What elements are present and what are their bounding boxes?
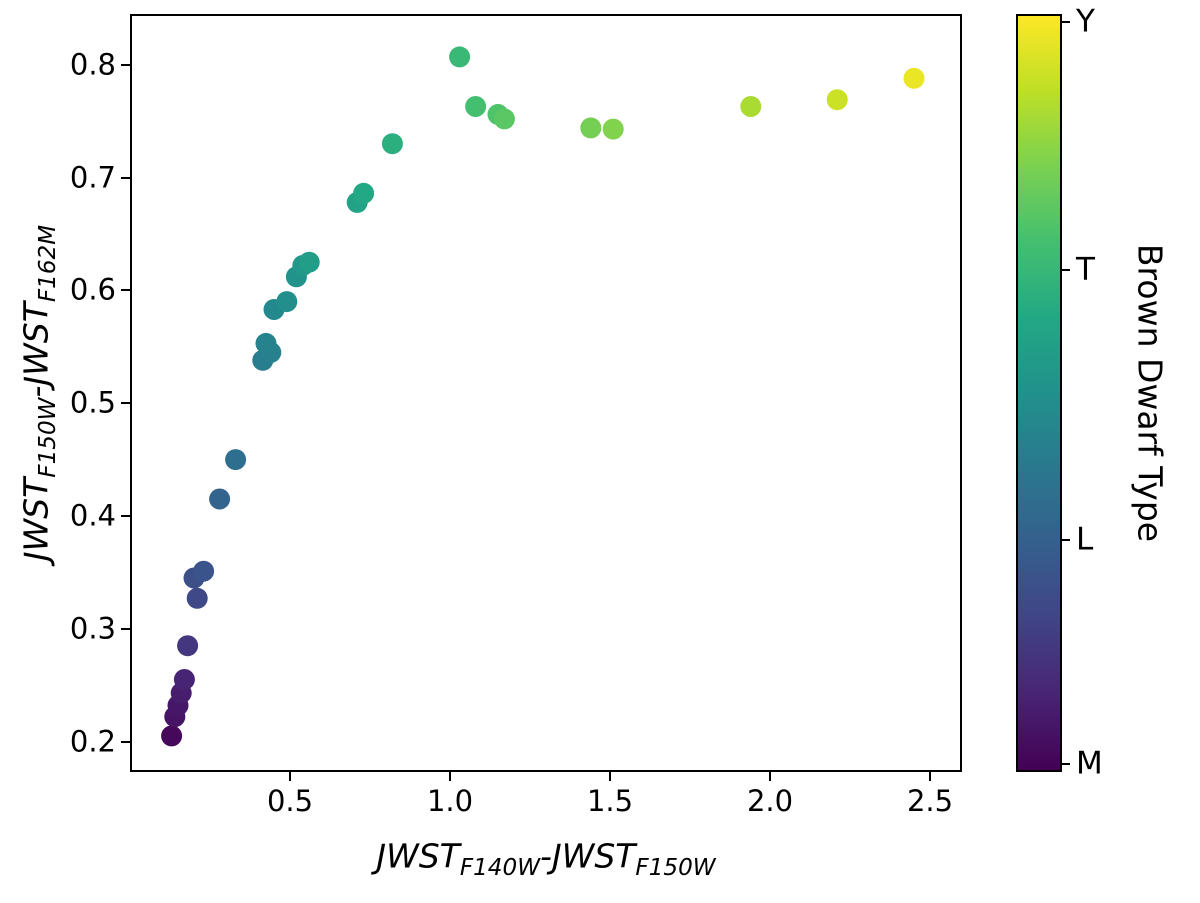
y-label-word2: JWST xyxy=(16,302,56,386)
y-tick-mark xyxy=(121,402,130,405)
scatter-point xyxy=(493,108,515,130)
y-tick-label: 0.7 xyxy=(69,160,116,195)
colorbar-tick-label: L xyxy=(1076,521,1094,558)
x-tick-mark xyxy=(929,772,931,781)
scatter-point xyxy=(177,635,199,657)
x-tick-label: 2.0 xyxy=(746,784,794,818)
scatter-point xyxy=(193,560,215,582)
plot-area xyxy=(130,14,962,772)
scatter-point xyxy=(449,46,471,68)
colorbar-label: Brown Dwarf Type xyxy=(1130,243,1170,543)
y-tick-mark xyxy=(121,289,130,292)
colorbar-tick-mark xyxy=(1062,539,1070,542)
x-tick-label: 1.5 xyxy=(586,784,634,818)
y-label-word1: JWST xyxy=(16,477,56,562)
x-label-sub1: F140W xyxy=(459,855,541,882)
x-tick-label: 1.0 xyxy=(426,784,474,818)
scatter-point xyxy=(381,133,403,155)
y-axis-label: JWSTF150W-JWSTF162M xyxy=(16,225,62,562)
x-tick-label: 0.5 xyxy=(266,784,314,818)
y-tick-label: 0.6 xyxy=(69,272,116,307)
x-label-word1: JWST xyxy=(376,836,460,876)
y-label-sub1: F150W xyxy=(35,397,62,478)
scatter-point xyxy=(255,332,277,354)
scatter-point xyxy=(186,587,208,609)
x-label-dash: - xyxy=(540,836,552,876)
x-label-word2: JWST xyxy=(551,836,636,876)
scatter-point xyxy=(353,182,375,204)
y-tick-mark xyxy=(121,740,130,743)
scatter-point xyxy=(602,118,624,140)
x-tick-mark xyxy=(609,772,611,781)
y-tick-mark xyxy=(121,63,130,66)
scatter-point xyxy=(173,669,195,690)
y-tick-label: 0.2 xyxy=(69,724,116,759)
x-axis-label: JWSTF140W-JWSTF150W xyxy=(376,836,715,880)
y-tick-mark xyxy=(121,627,130,630)
colorbar-tick-mark xyxy=(1062,20,1070,23)
scatter-point xyxy=(740,96,762,117)
scatter-point xyxy=(276,291,298,313)
y-tick-label: 0.3 xyxy=(69,611,116,646)
scatter-point xyxy=(209,488,231,510)
y-label-dash: - xyxy=(16,385,56,398)
scatter-point xyxy=(225,449,247,471)
colorbar-tick-label: M xyxy=(1076,745,1103,782)
y-tick-mark xyxy=(121,514,130,517)
x-label-sub2: F150W xyxy=(635,855,716,882)
scatter-point xyxy=(580,117,602,139)
colorbar-tick-mark xyxy=(1062,763,1070,766)
scatter-point xyxy=(903,67,925,89)
y-tick-label: 0.4 xyxy=(69,498,116,533)
x-tick-mark xyxy=(289,772,291,781)
colorbar xyxy=(1016,14,1062,772)
scatter-point xyxy=(161,725,183,747)
colorbar-tick-mark xyxy=(1062,269,1070,272)
x-tick-mark xyxy=(769,772,771,781)
y-tick-mark xyxy=(121,176,130,179)
x-tick-mark xyxy=(449,772,451,781)
x-tick-label: 2.5 xyxy=(906,784,954,818)
colorbar-tick-label: T xyxy=(1076,251,1095,288)
colorbar-tick-label: Y xyxy=(1076,3,1095,40)
y-tick-label: 0.8 xyxy=(69,47,116,82)
y-tick-label: 0.5 xyxy=(69,385,116,420)
scatter-point xyxy=(298,251,320,273)
scatter-point xyxy=(826,89,848,111)
scatter-points xyxy=(161,46,925,747)
y-label-sub2: F162M xyxy=(35,224,62,303)
scatter-point xyxy=(465,96,487,117)
